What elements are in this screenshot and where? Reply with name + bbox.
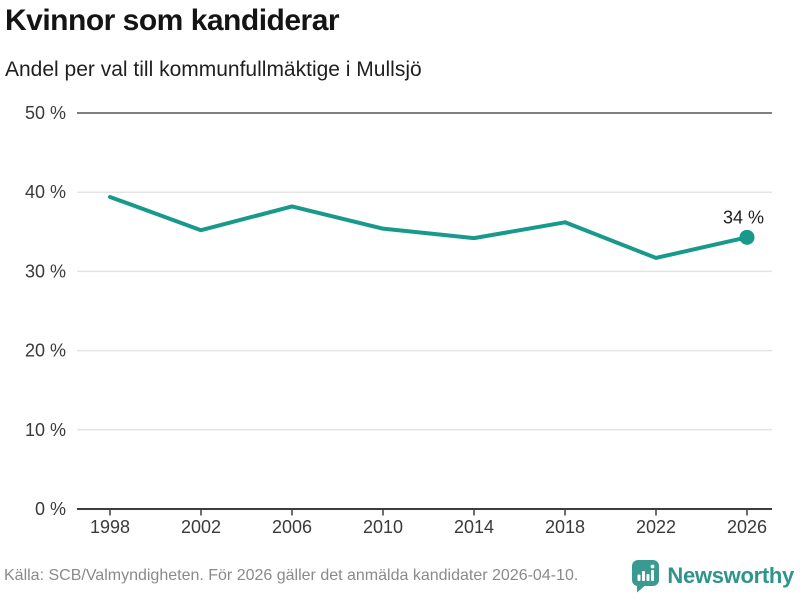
- page-subtitle: Andel per val till kommunfullmäktige i M…: [5, 58, 422, 81]
- x-axis-tick-label: 2002: [181, 517, 221, 537]
- footer: Källa: SCB/Valmyndigheten. För 2026 gäll…: [0, 558, 800, 594]
- newsworthy-logo-icon: [632, 560, 660, 593]
- source-note: Källa: SCB/Valmyndigheten. För 2026 gäll…: [4, 567, 579, 584]
- x-axis-tick-label: 2014: [454, 517, 494, 537]
- end-point-value-label: 34 %: [723, 207, 764, 227]
- data-line: [108, 194, 749, 260]
- y-axis-tick-label: 40 %: [25, 182, 66, 202]
- y-axis-tick-label: 30 %: [25, 261, 66, 281]
- y-axis-tick-label: 0 %: [35, 499, 66, 519]
- plot-area: 0 % 10 % 20 % 30 % 40 % 50 % 1998 2002 2006 2010 2…: [25, 103, 772, 537]
- x-axis-tick-label: 2010: [363, 517, 403, 537]
- newsworthy-brand[interactable]: Newsworthy: [631, 559, 794, 593]
- y-axis-tick-label: 50 %: [25, 103, 66, 123]
- y-axis-tick-label: 10 %: [25, 420, 66, 440]
- end-point-marker: [739, 229, 755, 245]
- x-axis-tick-label: 2026: [727, 517, 767, 537]
- x-axis-tick-label: 2022: [636, 517, 676, 537]
- x-axis-tick-label: 2006: [272, 517, 312, 537]
- x-axis-tick-label: 2018: [545, 517, 585, 537]
- page-title: Kvinnor som kandiderar: [5, 4, 340, 37]
- newsworthy-wordmark: Newsworthy: [667, 563, 794, 588]
- y-axis-tick-label: 20 %: [25, 341, 66, 361]
- x-axis-tick-label: 1998: [90, 517, 130, 537]
